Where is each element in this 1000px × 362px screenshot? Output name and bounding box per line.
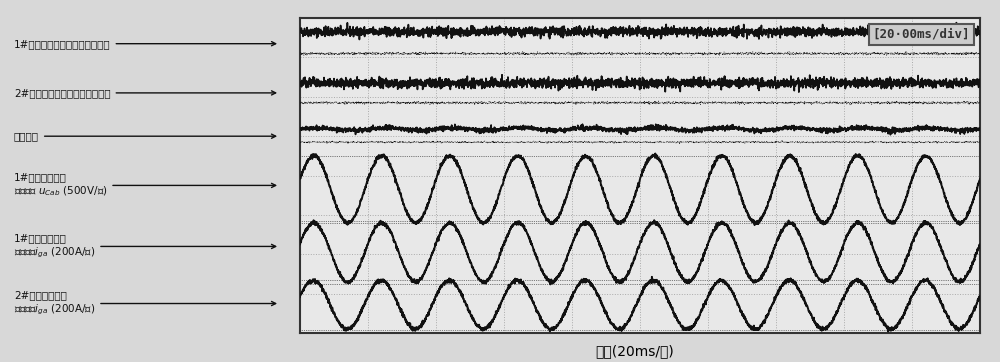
Text: 1#并网逆变器的
并网电流$i_{ga}$ (200A/格): 1#并网逆变器的 并网电流$i_{ga}$ (200A/格)	[14, 233, 276, 260]
Text: 2#并网逆变器的控制模式标志位: 2#并网逆变器的控制模式标志位	[14, 88, 276, 98]
Text: 1#并网逆变器的
电容电压 $u_{Cab}$ (500V/格): 1#并网逆变器的 电容电压 $u_{Cab}$ (500V/格)	[14, 173, 276, 198]
Text: 时间(20ms/格): 时间(20ms/格)	[596, 344, 674, 358]
Text: 1#并网逆变器的控制模式标志位: 1#并网逆变器的控制模式标志位	[14, 39, 276, 49]
Text: 电网阻抗: 电网阻抗	[14, 131, 276, 141]
Text: [20·00ms/div]: [20·00ms/div]	[872, 28, 970, 41]
Text: 2#并网逆变器的
并网电流$i_{ga}$ (200A/格): 2#并网逆变器的 并网电流$i_{ga}$ (200A/格)	[14, 290, 276, 317]
